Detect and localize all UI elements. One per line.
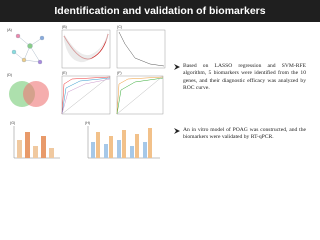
slide-title: Identification and validation of biomark… — [54, 5, 266, 17]
panel-label: (C) — [117, 25, 122, 29]
title-bar — [0, 0, 320, 22]
panel-label: (B) — [62, 25, 67, 29]
bullet-arrow — [174, 128, 180, 134]
bullet-item: Based on LASSO regression and SVM-RFE al… — [174, 63, 306, 93]
bullet-text: Based on LASSO regression and SVM-RFE al… — [183, 63, 306, 92]
network-panel — [11, 33, 45, 65]
slide: Identification and validation of biomark… — [0, 0, 320, 159]
figure: (A) (B) (C) (D) (E) (F) (G) (H) — [7, 25, 166, 159]
panel-label: (D) — [7, 73, 12, 77]
panel-label: (H) — [85, 121, 90, 125]
panel-label: (E) — [62, 71, 67, 75]
venn-panel — [9, 81, 49, 107]
bar-panel-h — [87, 126, 160, 159]
bullet-arrow — [174, 64, 180, 70]
bullet-item: An in vitro model of POAG was constructe… — [174, 127, 306, 142]
bullet-text: An in vitro model of POAG was constructe… — [183, 127, 306, 141]
panel-label: (A) — [7, 28, 12, 32]
bar-panel-g — [13, 126, 60, 159]
roc-panels — [61, 75, 164, 115]
svm-panel — [116, 29, 166, 69]
panel-label: (G) — [10, 121, 15, 125]
lasso-panel — [61, 29, 111, 69]
panel-label: (F) — [117, 71, 122, 75]
